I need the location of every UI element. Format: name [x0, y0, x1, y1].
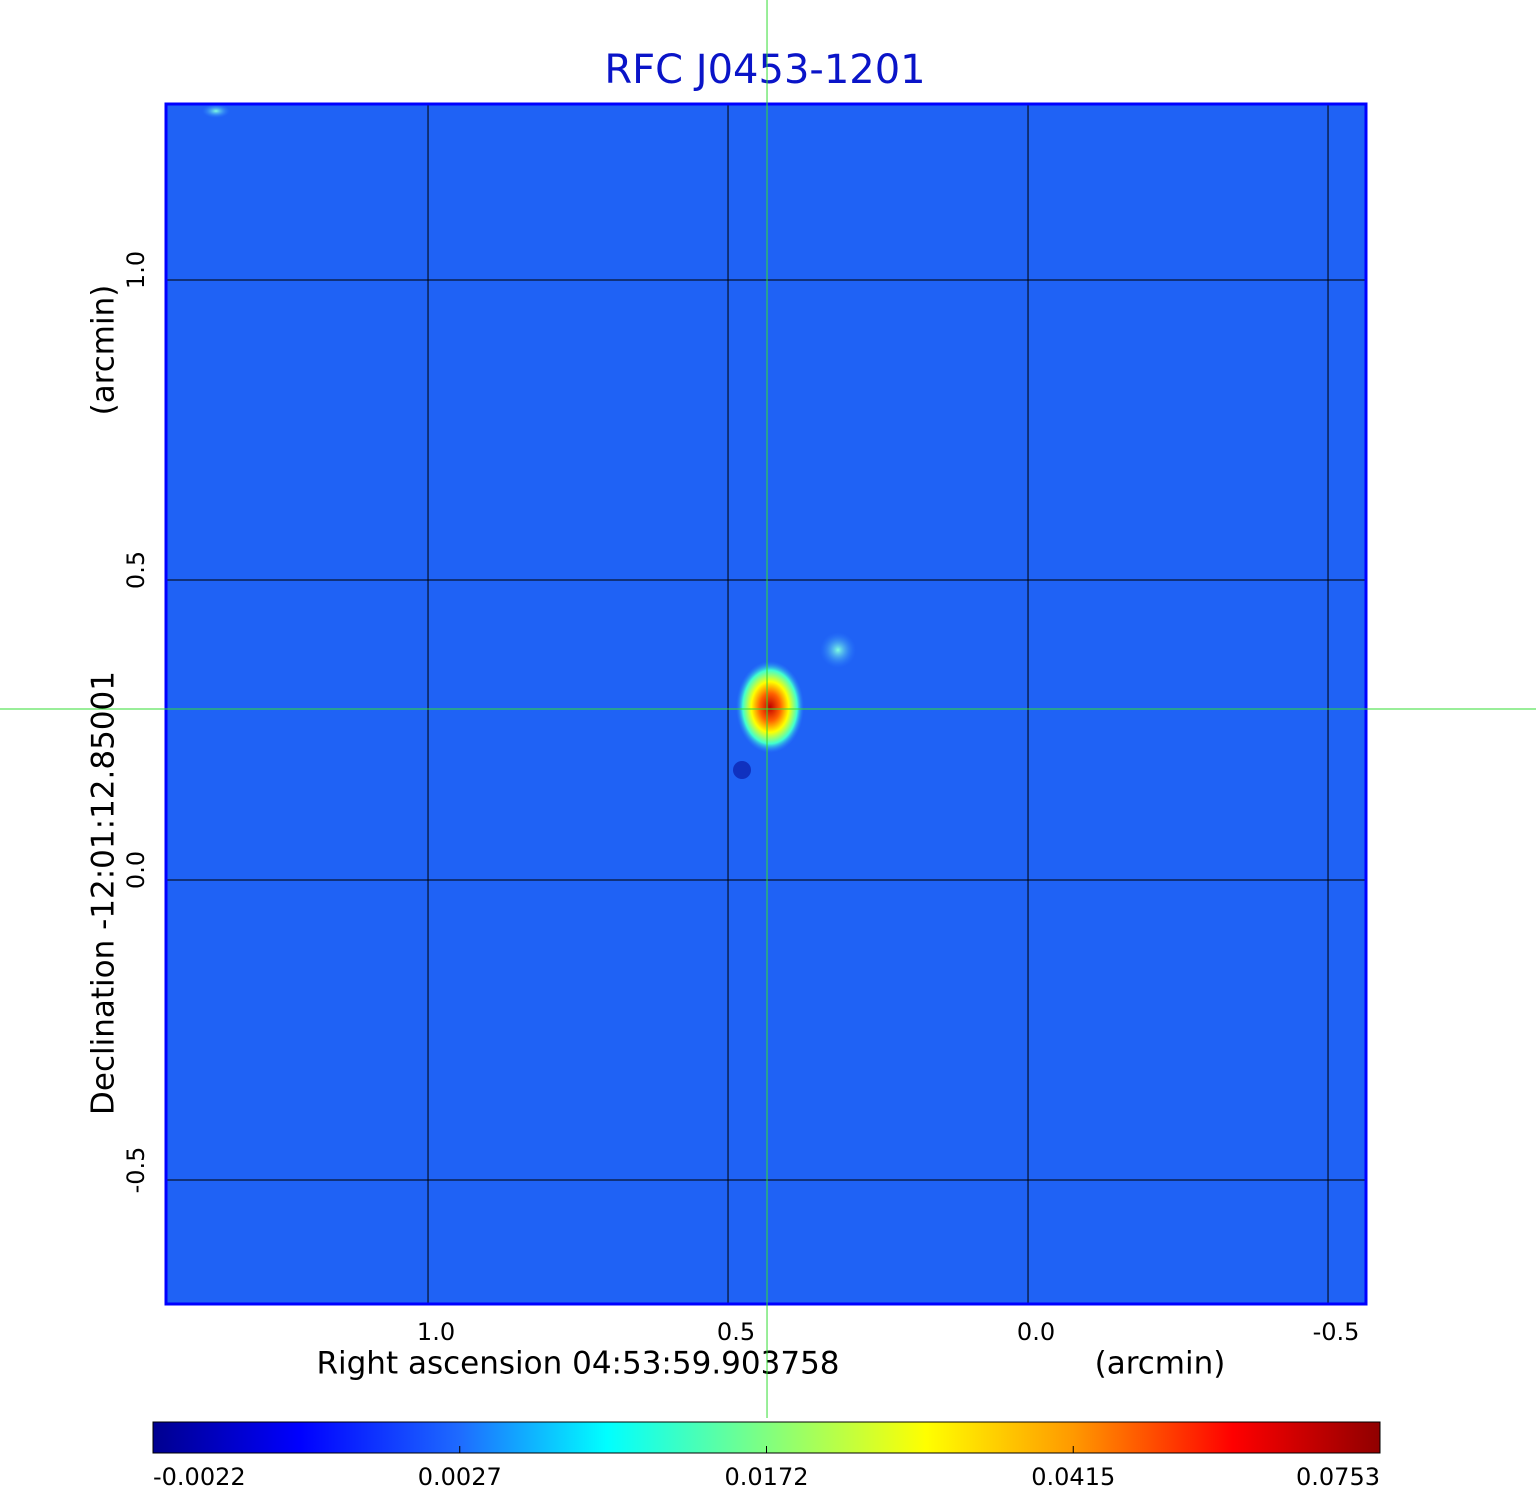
y-tick-label: 0.5	[122, 551, 150, 589]
colorbar-tick-label: 0.0753	[1296, 1463, 1380, 1491]
x-tick-label: 0.0	[1017, 1318, 1055, 1346]
y-tick-label: -0.5	[122, 1147, 150, 1194]
source	[736, 661, 804, 753]
x-axis-label: Right ascension 04:53:59.903758	[316, 1346, 839, 1382]
y-axis-unit: (arcmin)	[86, 285, 122, 416]
colorbar-tick-label: 0.0027	[418, 1463, 502, 1491]
y-tick-label: 1.0	[122, 251, 150, 289]
colorbar-tick-label: 0.0172	[725, 1463, 809, 1491]
y-tick-label: 0.0	[122, 851, 150, 889]
corner-spot	[202, 104, 230, 118]
plot-frame	[164, 102, 1368, 1306]
x-tick-label: -0.5	[1313, 1318, 1360, 1346]
x-tick-label: 0.5	[717, 1318, 755, 1346]
colorbar-tick-label: -0.0022	[153, 1463, 246, 1491]
colorbar-tick-label: 0.0415	[1031, 1463, 1115, 1491]
negative-spot	[733, 761, 751, 779]
chart-title: RFC J0453-1201	[604, 47, 925, 93]
source-knot	[820, 632, 856, 668]
x-tick-label: 1.0	[417, 1318, 455, 1346]
y-axis-label: Declination -12:01:12.85001	[86, 671, 122, 1115]
x-axis-unit: (arcmin)	[1095, 1346, 1226, 1382]
